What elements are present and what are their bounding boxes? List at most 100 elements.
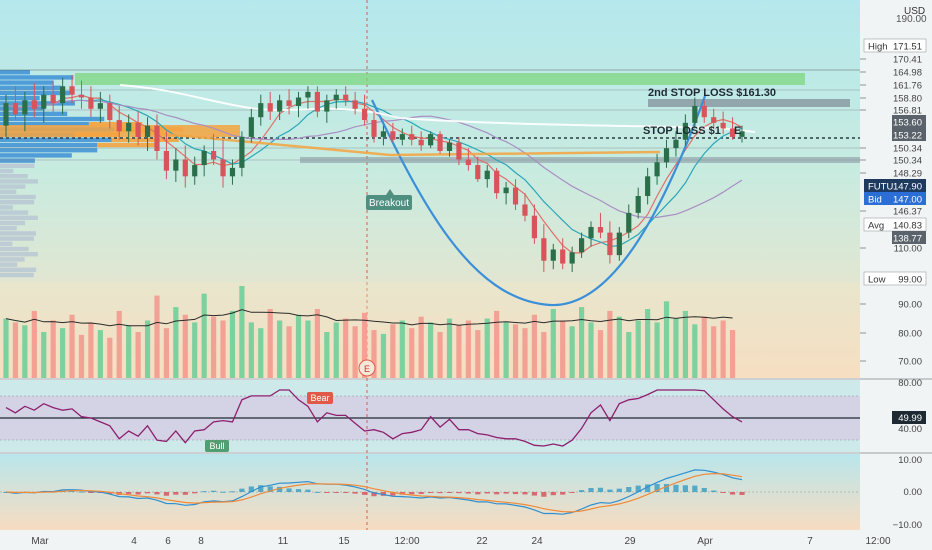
volume-profile-row [0,257,25,262]
macd-histogram-bar [220,491,226,493]
candle-body [663,148,670,163]
candle-body [418,139,424,146]
volume-bar [154,295,160,378]
candle-body [239,136,245,168]
volume-bar [494,310,500,378]
candle-body [352,100,358,109]
price-tick-label: 90.00 [898,300,922,311]
price-tag-bg [863,271,927,286]
macd-indicator [0,469,860,515]
volume-ma-line [5,309,733,327]
price-tag-bg [892,115,926,128]
volume-bar [692,324,698,378]
time-tick-label: 8 [198,536,204,547]
volume-profile-row [0,142,98,148]
volume-profile-row [0,101,75,106]
macd-histogram-bar [588,488,594,492]
macd-histogram-bar [512,492,519,495]
volume-profile-row [0,174,28,179]
price-tag-bg [864,192,926,205]
volume-profile-row-overlay [111,137,179,142]
price-tick-label: 140.83 [893,221,922,232]
time-tick-label: 15 [338,536,350,547]
macd-histogram-bar [182,492,188,495]
volume-bar [220,320,226,378]
macd-histogram-bar [324,492,330,493]
candle-body [371,120,377,137]
candle-body [3,103,9,126]
macd-line [5,469,743,515]
candle-body [541,238,547,261]
candle-body [484,170,490,180]
macd-histogram-bar [267,486,273,492]
volume-bar [3,318,9,378]
volume-profile [0,70,184,278]
macd-histogram-bar [277,486,283,492]
volume-bar [465,320,471,378]
volume-bar [607,310,613,378]
resistance-zone [75,73,805,85]
volume-bar [503,322,509,378]
orange-trend-line [119,128,661,157]
time-tick-label: 6 [165,536,171,547]
volume-profile-row [0,210,29,215]
volume-bar [22,325,28,378]
candle-body [635,196,641,213]
volume-profile-row [0,267,37,272]
time-tick-label: Apr [697,536,713,547]
macd-histogram-bar [645,484,651,492]
volume-profile-row [0,148,98,153]
volume-bar [163,328,170,378]
candle-body [295,97,302,106]
event-marker[interactable] [358,359,376,377]
volume-profile-row [0,220,26,226]
rsi-value-tag-bg [892,411,926,424]
time-tick-label: 7 [807,536,813,547]
volume-profile-row [0,85,61,90]
volume-bar [12,322,19,378]
candle-body [456,142,462,160]
volume-bar [512,324,519,378]
stop-loss-1-tail: E [734,125,741,137]
volume-profile-row [0,70,30,75]
candle-body [522,204,528,216]
bull-tag-bg [205,440,229,452]
volume-profile-row [0,184,26,189]
candle-body [446,142,453,151]
macd-histogram-bar [135,492,141,495]
macd-histogram-bar [154,492,160,495]
macd-histogram-bar [560,492,566,495]
price-tag-bg [892,231,926,244]
candle-body [607,232,613,256]
macd-histogram-bar [692,485,698,492]
price-tag-prefix: High [868,42,888,53]
volume-profile-row [0,241,13,246]
macd-histogram-bar [361,492,368,495]
volume-bar [682,310,688,378]
candle-body [78,94,85,98]
volume-profile-row [0,200,35,205]
volume-profile-row [0,189,17,194]
volume-bar [446,318,453,378]
rsi-line [5,389,743,447]
macd-histogram-bar [578,490,585,492]
volume-profile-row [0,226,17,231]
volume-bar [173,307,179,378]
price-axis [860,0,932,530]
macd-histogram-bar [258,485,264,492]
macd-histogram-bar [78,491,85,493]
volume-bar [484,318,490,378]
volume-bar [371,330,377,378]
candle-body [314,91,320,112]
macd-histogram-bar [371,492,377,497]
candle-body [88,97,94,109]
volume-bar [107,337,113,378]
volume-bar [239,286,245,378]
volume-bar [295,314,302,378]
price-tick-label: 148.29 [893,169,922,180]
volume-bar [588,322,594,378]
bear-tag: Bear [310,393,329,403]
macd-signal-line [5,472,743,513]
volume-bar [116,310,122,378]
